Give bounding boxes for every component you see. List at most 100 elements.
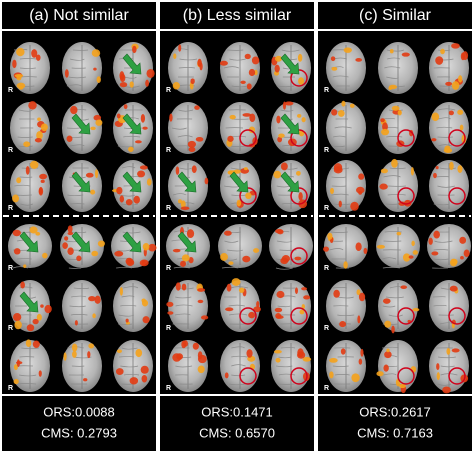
brain-slice bbox=[218, 224, 262, 269]
sulcus bbox=[171, 127, 187, 130]
activation-blob bbox=[88, 343, 95, 349]
activation-blob bbox=[275, 229, 283, 234]
activation-blob bbox=[442, 386, 451, 394]
activation-blob bbox=[436, 363, 440, 370]
activation-blob bbox=[31, 49, 38, 58]
sulcus bbox=[221, 266, 239, 269]
sulcus bbox=[19, 286, 33, 289]
brain-slice bbox=[220, 278, 261, 332]
activation-blob bbox=[223, 230, 232, 236]
activation-blob bbox=[457, 165, 463, 173]
orientation-label: R bbox=[166, 265, 171, 272]
activation-blob bbox=[343, 47, 352, 53]
activation-blob bbox=[142, 243, 150, 251]
activation-blob bbox=[226, 283, 232, 292]
activation-blob bbox=[39, 173, 48, 180]
panel-border bbox=[0, 0, 158, 453]
activation-blob bbox=[90, 189, 96, 195]
activation-blob bbox=[12, 194, 20, 203]
brain-slice bbox=[429, 102, 469, 154]
sulcus bbox=[117, 249, 131, 252]
activation-blob bbox=[85, 172, 94, 178]
activation-blob bbox=[93, 114, 102, 121]
brain-slice bbox=[427, 224, 471, 269]
activation-blob bbox=[181, 254, 190, 262]
orientation-label: R bbox=[8, 205, 13, 212]
activation-blob bbox=[384, 351, 392, 359]
orientation-label: R bbox=[324, 385, 329, 392]
activation-blob bbox=[446, 348, 451, 355]
sulcus bbox=[178, 109, 194, 112]
brain-slice bbox=[62, 42, 102, 94]
activation-blob bbox=[96, 76, 101, 83]
panel-score: ORS:0.2617 bbox=[359, 404, 431, 419]
activation-blob bbox=[444, 145, 451, 152]
brain-slice bbox=[113, 280, 153, 332]
activation-blob bbox=[20, 281, 25, 289]
brain-slice bbox=[429, 160, 469, 212]
activation-blob bbox=[137, 170, 146, 178]
activation-blob bbox=[380, 118, 385, 123]
activation-blob bbox=[188, 146, 196, 153]
activation-blob bbox=[42, 252, 48, 259]
activation-blob bbox=[123, 104, 128, 110]
orientation-label: R bbox=[166, 205, 171, 212]
pointer-arrow bbox=[122, 53, 142, 75]
brain-slice bbox=[376, 340, 418, 394]
activation-blob bbox=[76, 255, 82, 262]
sulcus bbox=[123, 373, 140, 376]
sulcus bbox=[120, 203, 138, 206]
activation-blob bbox=[190, 78, 195, 85]
sulcus bbox=[280, 109, 294, 112]
activation-blob bbox=[34, 137, 42, 143]
activation-blob bbox=[38, 370, 42, 377]
activation-blob bbox=[256, 301, 260, 308]
highlight-circle bbox=[397, 129, 415, 147]
activation-blob bbox=[40, 123, 48, 132]
activation-blob bbox=[12, 229, 21, 237]
activation-blob bbox=[166, 301, 174, 307]
sulcus bbox=[438, 117, 451, 120]
activation-blob bbox=[38, 187, 43, 195]
activation-blob bbox=[238, 287, 245, 293]
activation-blob bbox=[91, 250, 99, 257]
activation-blob bbox=[70, 105, 78, 115]
activation-blob bbox=[129, 81, 134, 88]
sulcus bbox=[123, 135, 141, 138]
pointer-arrow bbox=[229, 171, 249, 193]
sulcus bbox=[382, 346, 399, 349]
pointer-arrow bbox=[19, 291, 39, 313]
activation-blob bbox=[175, 166, 180, 175]
sulcus bbox=[333, 135, 346, 138]
activation-blob bbox=[25, 339, 32, 347]
activation-blob bbox=[135, 140, 142, 144]
activation-blob bbox=[16, 74, 22, 81]
activation-blob bbox=[12, 59, 17, 69]
sulcus bbox=[69, 144, 85, 147]
panel-score: ORS:0.0088 bbox=[43, 404, 115, 419]
activation-blob bbox=[391, 325, 395, 334]
activation-blob bbox=[231, 278, 241, 286]
pointer-arrow bbox=[122, 171, 142, 193]
activation-blob bbox=[97, 240, 105, 247]
activation-blob bbox=[341, 100, 346, 107]
activation-blob bbox=[380, 168, 388, 174]
activation-blob bbox=[95, 119, 103, 126]
activation-blob bbox=[462, 51, 469, 61]
activation-blob bbox=[40, 304, 44, 308]
sulcus bbox=[179, 58, 198, 61]
activation-blob bbox=[129, 377, 139, 385]
sulcus bbox=[387, 57, 401, 60]
activation-blob bbox=[330, 56, 336, 62]
activation-blob bbox=[194, 105, 200, 110]
activation-blob bbox=[128, 146, 134, 152]
orientation-label: R bbox=[166, 147, 171, 154]
activation-blob bbox=[233, 169, 241, 174]
sulcus bbox=[121, 347, 138, 350]
pointer-arrow bbox=[177, 171, 197, 193]
orientation-label: R bbox=[324, 325, 329, 332]
sulcus bbox=[440, 365, 455, 368]
activation-blob bbox=[191, 165, 197, 173]
activation-blob bbox=[197, 365, 205, 374]
